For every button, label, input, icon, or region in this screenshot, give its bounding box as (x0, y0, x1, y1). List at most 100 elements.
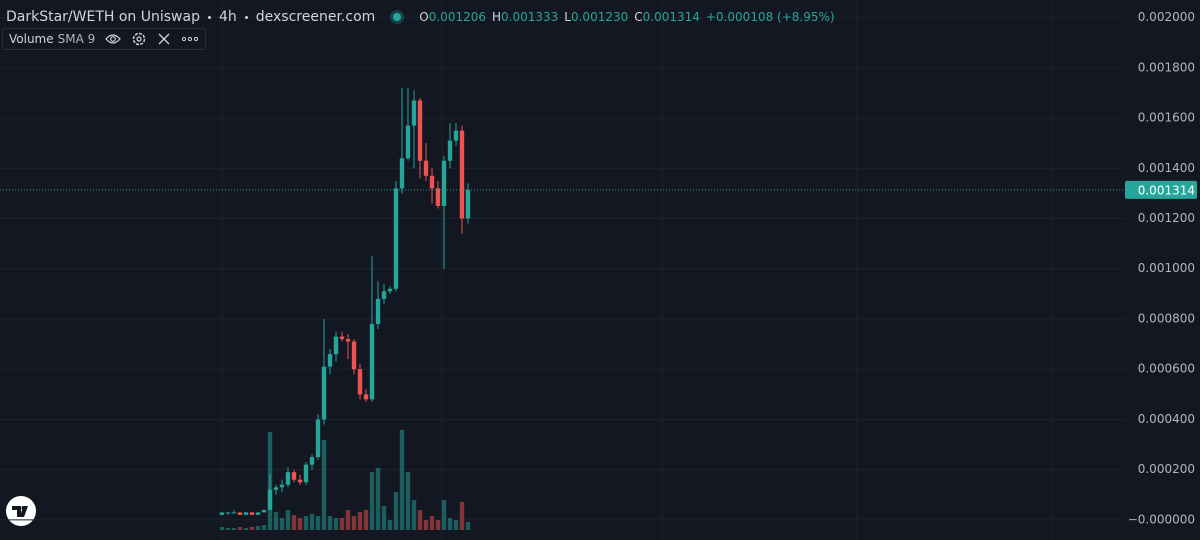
volume-bar (231, 528, 237, 530)
more-icon[interactable] (181, 36, 199, 42)
y-tick-label: −0.000000 (1128, 512, 1195, 526)
settings-icon[interactable] (131, 31, 147, 47)
volume-bar (405, 472, 411, 530)
candle-body (243, 512, 249, 515)
change: +0.000108 (+8.95%) (705, 10, 835, 24)
volume-bar (321, 440, 327, 530)
horizontal-grid (0, 17, 1125, 521)
candle-body (411, 100, 417, 126)
volume-bar (339, 518, 345, 530)
candle-body (273, 487, 279, 490)
candle-body (225, 512, 231, 514)
volume-bar (261, 525, 267, 530)
candle-body (249, 512, 255, 515)
candle-body (237, 512, 243, 515)
volume-bar (441, 500, 447, 530)
candle-body (465, 189, 471, 219)
separator (207, 15, 211, 19)
candle-body (399, 158, 405, 189)
volume-bar (429, 516, 435, 530)
candle-body (321, 366, 327, 420)
ohlc-key: O (419, 10, 429, 24)
volume-bar (381, 506, 387, 530)
y-tick-label: 0.000800 (1138, 311, 1195, 325)
volume-bar (465, 522, 471, 530)
candle-body (423, 160, 429, 176)
close-icon[interactable] (157, 32, 171, 46)
candle-body (219, 512, 225, 515)
volume-bar (297, 518, 303, 530)
candle-body (291, 472, 297, 480)
volume-bar (351, 516, 357, 530)
volume-bar (345, 510, 351, 530)
candle-body (345, 339, 351, 342)
volume-bar (369, 472, 375, 530)
source: dexscreener.com (255, 9, 376, 25)
indicator-name: Volume (9, 32, 54, 46)
volume-bar (447, 518, 453, 530)
candle-body (309, 457, 315, 465)
candle-body (351, 341, 357, 370)
volume-bar (249, 527, 255, 530)
volume-bar (453, 520, 459, 530)
indicator-legend: Volume SMA 9 (2, 28, 207, 50)
volume-bar (357, 512, 363, 530)
volume-bar (387, 520, 393, 530)
candle-body (393, 188, 399, 289)
volume-bar (315, 516, 321, 530)
ohlc-value: 0.001314 (642, 10, 700, 24)
volume-bar (393, 492, 399, 530)
candle-body (453, 130, 459, 141)
y-tick-label: 0.000400 (1138, 412, 1195, 426)
volume-bar (285, 510, 291, 530)
vertical-grid (221, 0, 1053, 540)
volume-bar (237, 527, 243, 530)
ohlc-value: 0.001333 (501, 10, 559, 24)
candle-body (279, 484, 285, 488)
volume-bar (273, 512, 279, 530)
candle-body (369, 324, 375, 400)
y-tick-label: 0.001600 (1138, 111, 1195, 125)
tv-logo (6, 496, 36, 526)
volume-bar (375, 468, 381, 530)
candle-body (357, 369, 363, 395)
candle-body (303, 464, 309, 483)
candle-body (285, 472, 291, 485)
interval: 4h (218, 9, 237, 25)
header: DarkStar/WETH on Uniswap 4h dexscreener.… (6, 6, 835, 28)
candle-body (363, 394, 369, 400)
separator (244, 15, 248, 19)
volume-bar (255, 526, 261, 530)
candle-body (387, 288, 393, 292)
candle-body (459, 130, 465, 219)
candle-body (339, 336, 345, 340)
ohlc-value: 0.001206 (428, 10, 486, 24)
candles (219, 87, 471, 515)
logo-dot (21, 506, 26, 510)
ohlc-key: H (492, 10, 502, 24)
y-tick-label: 0.001200 (1138, 211, 1195, 225)
volume-bar (309, 514, 315, 530)
y-tick-label: 0.001800 (1138, 60, 1195, 74)
volume-bar (303, 516, 309, 530)
candle-body (327, 354, 333, 367)
candle-body (231, 512, 237, 514)
candle-body (429, 175, 435, 189)
y-tick-label: 0.002000 (1138, 10, 1195, 24)
volume-bars (219, 430, 471, 530)
volume-bar (417, 510, 423, 530)
y-tick-label: 0.000200 (1138, 462, 1195, 476)
candle-body (405, 125, 411, 159)
eye-icon[interactable] (105, 32, 122, 46)
volume-bar (327, 516, 333, 530)
y-tick-label: 0.001000 (1138, 261, 1195, 275)
ohlc-value: 0.001230 (570, 10, 629, 24)
y-tick-label: 0.001400 (1138, 161, 1195, 175)
volume-bar (219, 527, 225, 530)
volume-bar (291, 515, 297, 530)
pair: DarkStar/WETH on Uniswap (6, 9, 200, 25)
volume-bar (411, 500, 417, 530)
volume-bar (225, 528, 231, 530)
